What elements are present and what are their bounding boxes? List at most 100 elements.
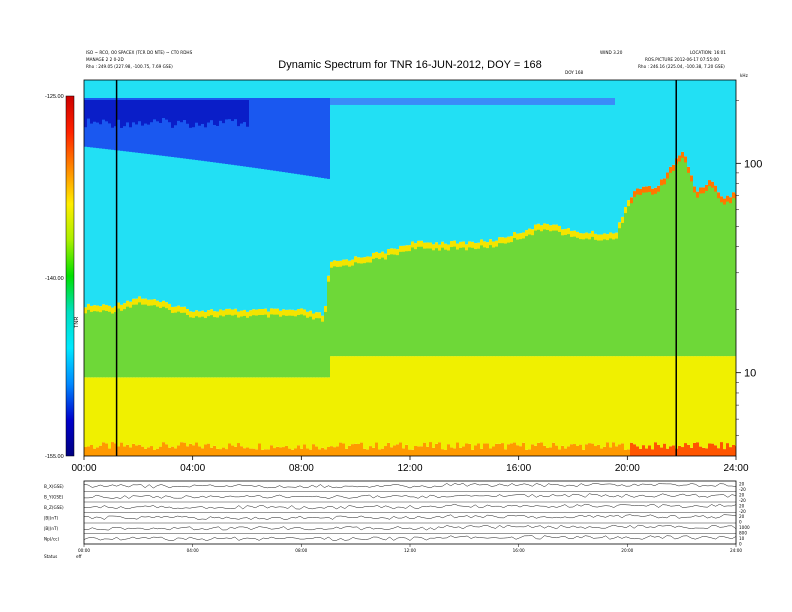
- spectrum-cell-plasma: [270, 308, 274, 315]
- spectrum-cell-mid: [720, 200, 724, 357]
- spectrum-cell-high-dark: [216, 100, 220, 126]
- bottom-x-tick-label: 12:00: [404, 548, 416, 553]
- spectrum-column: [219, 80, 223, 456]
- spectrum-cell-upper: [570, 80, 574, 231]
- spectrum-cell-high-dark: [132, 100, 136, 123]
- spectrum-column: [441, 80, 445, 456]
- spectrum-cell-high: [234, 98, 238, 166]
- spectrum-cell-plasma: [420, 240, 424, 247]
- spectrum-cell-lower: [336, 356, 340, 447]
- spectrum-cell-lower: [429, 356, 433, 443]
- spectrum-cell-low-freq: [246, 447, 250, 456]
- spectrum-cell-high-dark: [144, 100, 148, 124]
- spectrum-cell-plasma: [342, 259, 346, 266]
- spectrum-column: [264, 80, 268, 456]
- spectrum-cell-high-dark: [147, 100, 151, 125]
- spectrum-cell-low-freq: [606, 442, 610, 456]
- spectrum-cell-upper: [717, 80, 721, 193]
- x-tick-label: 08:00: [289, 463, 314, 474]
- spectrum-cell-mid: [471, 245, 475, 357]
- spectrum-cell-high: [294, 98, 298, 174]
- spectrum-cell-high: [96, 98, 100, 149]
- spectrum-cell-lower: [285, 377, 289, 446]
- spectrum-cell-high: [246, 98, 250, 167]
- spectrum-cell-high-dark: [237, 100, 241, 127]
- spectrum-cell-plasma: [516, 233, 520, 240]
- spectrum-cell-lower: [408, 356, 412, 450]
- spectrum-cell-low-freq: [273, 448, 277, 456]
- spectrum-cell-lower: [648, 356, 652, 446]
- bottom-right-label: 20: [739, 492, 745, 497]
- spectrum-cell-mid: [207, 314, 211, 378]
- spectrum-cell-high: [564, 98, 568, 105]
- spectrum-cell-low-freq: [141, 446, 145, 456]
- spectrum-cell-low-freq: [345, 448, 349, 456]
- spectrum-cell-plasma: [564, 228, 568, 235]
- spectrum-cell-high: [612, 98, 616, 105]
- spectrum-cell-lower: [366, 356, 370, 450]
- spectrum-cell-mid: [357, 261, 361, 357]
- spectrum-cell-plasma: [561, 229, 565, 236]
- spectrum-cell-mid: [369, 260, 373, 357]
- spectrum-column: [324, 80, 328, 456]
- spectrum-cell-lower: [222, 377, 226, 448]
- spectrum-cell-high: [135, 98, 139, 153]
- spectrum-cell-upper: [189, 80, 193, 312]
- spectrum-cell-upper: [393, 80, 397, 249]
- spectrum-column: [474, 80, 478, 456]
- spectrum-cell-upper: [153, 80, 157, 300]
- spectrum-column: [234, 80, 238, 456]
- spectrum-cell-plasma: [402, 245, 406, 252]
- spectrum-cell-low-freq: [474, 445, 478, 456]
- spectrum-cell-plasma: [219, 309, 223, 316]
- spectrum-column: [576, 80, 580, 456]
- spectrum-cell-low-freq: [735, 446, 736, 456]
- spectrum-cell-upper: [129, 80, 133, 302]
- spectrum-cell-low-freq: [423, 442, 427, 456]
- spectrum-cell-mid: [693, 190, 697, 357]
- spectrum-cell-upper: [465, 80, 469, 245]
- spectrum-cell-lower: [321, 377, 325, 448]
- spectrum-cell-lower: [735, 356, 736, 447]
- spectrum-cell-upper: [690, 80, 694, 176]
- spectrum-cell-high-dark: [207, 100, 211, 123]
- spectrum-cell-upper: [285, 80, 289, 310]
- bottom-right-label: 20: [739, 482, 745, 487]
- spectrum-column: [630, 80, 634, 456]
- spectrum-cell-plasma: [705, 184, 709, 191]
- spectrum-cell-upper: [660, 80, 664, 180]
- spectrum-cell-upper: [225, 80, 229, 309]
- spectrum-cell-low-freq: [459, 447, 463, 456]
- spectrum-cell-upper: [498, 80, 502, 238]
- spectrum-cell-lower: [84, 377, 88, 448]
- spectrum-cell-mid: [378, 257, 382, 357]
- spectrum-cell-low-freq: [108, 448, 112, 456]
- spectrum-cell-high: [369, 98, 373, 105]
- spectrum-cell-low-freq: [276, 446, 280, 456]
- spectrum-column: [195, 80, 199, 456]
- spectrum-cell-plasma: [300, 308, 304, 315]
- spectrum-cell-mid: [630, 201, 634, 357]
- spectrum-cell-mid: [411, 245, 415, 357]
- spectrum-cell-mid: [633, 195, 637, 357]
- spectrum-cell-low-freq: [126, 444, 130, 456]
- spectrum-cell-high: [441, 98, 445, 105]
- spectrum-cell-plasma: [633, 191, 637, 198]
- spectrum-cell-mid: [528, 232, 532, 357]
- spectrum-cell-mid: [264, 312, 268, 378]
- spectrum-cell-upper: [216, 80, 220, 312]
- spectrum-cell-upper: [564, 80, 568, 229]
- spectrum-cell-high: [411, 98, 415, 105]
- spectrum-column: [546, 80, 550, 456]
- spectrum-cell-high-dark: [198, 100, 202, 126]
- bottom-right-label: 800: [739, 531, 747, 536]
- spectrum-cell-plasma: [432, 244, 436, 251]
- spectrum-cell-plasma: [183, 306, 187, 313]
- spectrum-cell-mid: [387, 253, 391, 357]
- spectrum-cell-high: [210, 98, 214, 163]
- spectrum-cell-high: [168, 98, 172, 157]
- spectrum-cell-low-freq: [93, 448, 97, 456]
- spectrum-cell-lower: [144, 377, 148, 449]
- spectrum-cell-lower: [135, 377, 139, 446]
- spectrum-column: [120, 80, 124, 456]
